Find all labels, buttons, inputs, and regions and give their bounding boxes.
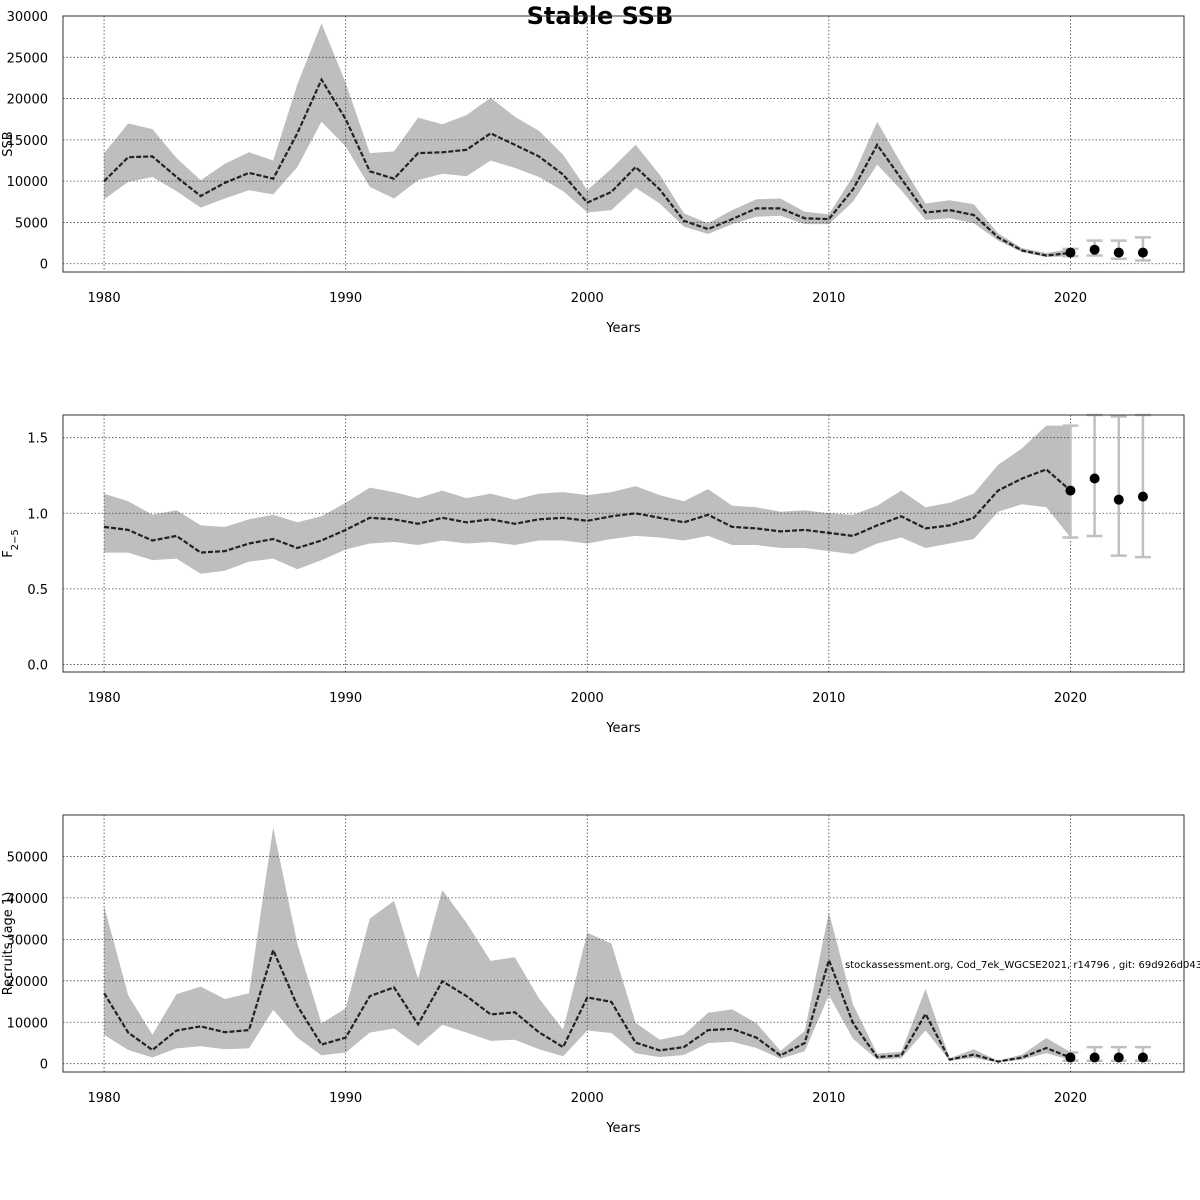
- x-tick-label: 2000: [571, 291, 604, 306]
- footnote: stockassessment.org, Cod_7ek_WGCSE2021, …: [845, 960, 1200, 971]
- forecast-point: [1113, 494, 1124, 505]
- panels: 1980 1990 2000 2010 202005000100001500020000…: [1, 10, 1185, 1136]
- x-tick-label: 2000: [571, 691, 604, 706]
- estimate-line: [103, 468, 1072, 554]
- forecast-point: [1089, 473, 1100, 484]
- x-tick-label: 2010: [812, 291, 845, 306]
- x-axis-label: Years: [605, 1121, 641, 1136]
- x-tick-label: 2020: [1054, 691, 1087, 706]
- x-tick-label: 2020: [1054, 1091, 1087, 1106]
- x-tick-label: 1980: [88, 1091, 121, 1106]
- x-tick-label: 2000: [571, 1091, 604, 1106]
- forecast-point: [1065, 1052, 1076, 1063]
- y-tick-label: 15000: [7, 134, 48, 149]
- y-tick-label: 0: [40, 1058, 48, 1073]
- forecast-point: [1137, 1052, 1148, 1063]
- y-tick-label: 0: [40, 258, 48, 273]
- x-tick-label: 1990: [329, 291, 362, 306]
- forecast-point: [1113, 1052, 1124, 1063]
- forecast-point: [1137, 247, 1148, 258]
- x-tick-label: 1990: [329, 691, 362, 706]
- y-axis-label: SSB: [1, 131, 16, 156]
- plot-frame: [62, 15, 1185, 273]
- y-tick-label: 0.0: [27, 658, 48, 673]
- x-axis-label: Years: [605, 721, 641, 736]
- panel-ssb: 1980 1990 2000 2010 2020 0 5000 10000 15000 20000…: [1, 10, 1185, 336]
- y-tick-label: 30000: [7, 10, 48, 25]
- x-tick-label: 1990: [329, 1091, 362, 1106]
- forecast-point: [1089, 1052, 1100, 1063]
- confidence-band: [104, 23, 1071, 258]
- plot-frame: [62, 814, 1185, 1073]
- y-tick-label: 20000: [7, 93, 48, 108]
- x-axis-label: Years: [605, 321, 641, 336]
- y-tick-label: 20000: [7, 975, 48, 990]
- y-axis-label: Recruits (age 1): [1, 892, 16, 996]
- y-tick-label: 40000: [7, 892, 48, 907]
- forecast-point: [1065, 247, 1076, 258]
- forecast-point: [1065, 485, 1076, 496]
- y-tick-label: 50000: [7, 850, 48, 865]
- y-axis-label: F2−5: [1, 529, 21, 558]
- estimate-line: [103, 77, 1071, 257]
- forecast-point: [1113, 247, 1124, 258]
- x-tick-label: 2020: [1054, 291, 1087, 306]
- panel-recruits: 1980 1990 2000 2010 2020 0 10000 20000 30000 4000…: [1, 814, 1185, 1136]
- y-tick-label: 10000: [7, 1016, 48, 1031]
- x-tick-label: 1980: [88, 691, 121, 706]
- y-tick-label: 10000: [7, 175, 48, 190]
- x-tick-label: 2010: [812, 1091, 845, 1106]
- y-tick-label: 30000: [7, 933, 48, 948]
- y-tick-label: 1.5: [27, 432, 48, 447]
- plot-frame: [62, 414, 1185, 673]
- y-tick-label: 5000: [15, 216, 48, 231]
- x-tick-label: 1980: [88, 291, 121, 306]
- y-axis-label-subscript: 2−5: [10, 529, 21, 550]
- y-tick-label: 25000: [7, 51, 48, 66]
- x-tick-label: 2010: [812, 691, 845, 706]
- y-tick-label: 0.5: [27, 583, 48, 598]
- forecast-point: [1137, 491, 1148, 502]
- y-tick-label: 1.0: [27, 507, 48, 522]
- panel-fbar: 1980 1990 2000 2010 2020 0.0 0.5 1.0 1.5 Years F2−…: [1, 413, 1185, 736]
- forecast-point: [1089, 244, 1100, 255]
- estimate-line: [103, 946, 1071, 1063]
